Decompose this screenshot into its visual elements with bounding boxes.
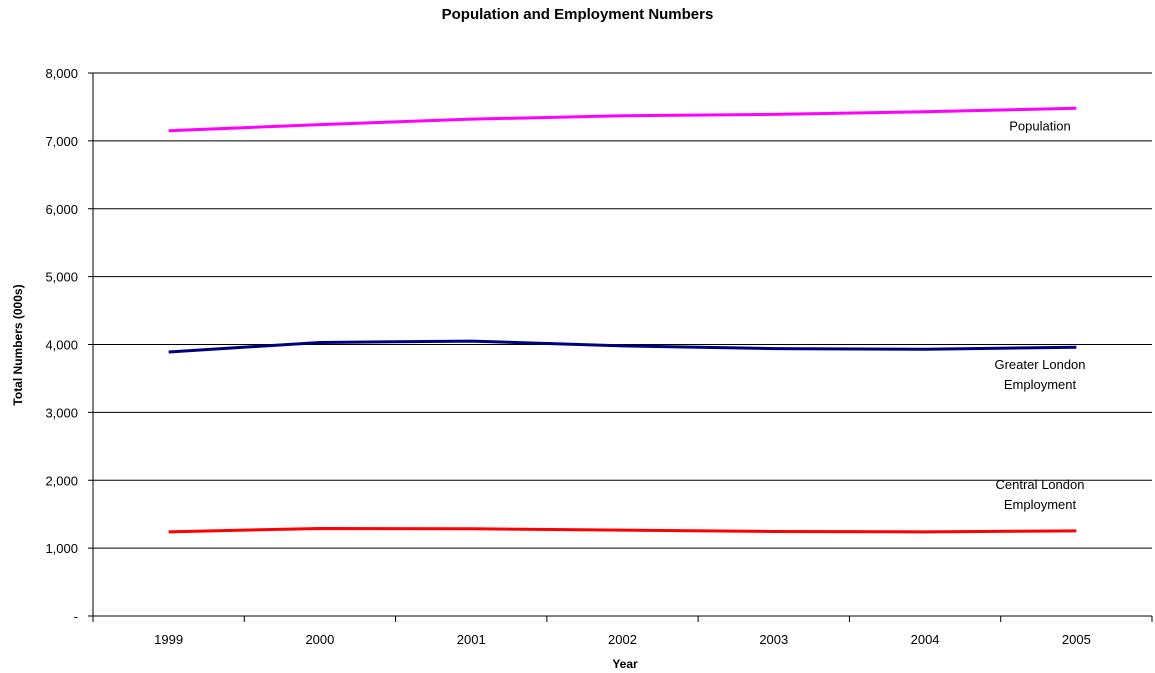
y-tick-label: 8,000	[45, 66, 78, 81]
y-tick-label: 1,000	[45, 541, 78, 556]
y-tick-label: 7,000	[45, 134, 78, 149]
x-tick-label: 2005	[1062, 632, 1091, 647]
series-label: Central London	[996, 477, 1085, 492]
y-tick-label: 2,000	[45, 473, 78, 488]
y-tick-label: 3,000	[45, 405, 78, 420]
y-tick-label: -	[74, 609, 78, 624]
y-tick-label: 4,000	[45, 338, 78, 353]
series-line	[168, 106, 1077, 133]
series-label: Employment	[1004, 377, 1077, 392]
chart-title: Population and Employment Numbers	[441, 6, 714, 23]
series-label: Greater London	[994, 357, 1085, 372]
series-line	[168, 339, 1077, 354]
y-tick-label: 5,000	[45, 270, 78, 285]
x-axis-label: Year	[612, 657, 638, 671]
x-tick-label: 1999	[154, 632, 183, 647]
x-tick-label: 2003	[759, 632, 788, 647]
x-tick-label: 2004	[911, 632, 940, 647]
series-label: Employment	[1004, 497, 1077, 512]
x-tick-label: 2001	[457, 632, 486, 647]
x-tick-label: 2002	[608, 632, 637, 647]
series-line	[168, 526, 1077, 534]
y-tick-label: 6,000	[45, 202, 78, 217]
series-label: Population	[1009, 118, 1070, 133]
x-tick-label: 2000	[305, 632, 334, 647]
